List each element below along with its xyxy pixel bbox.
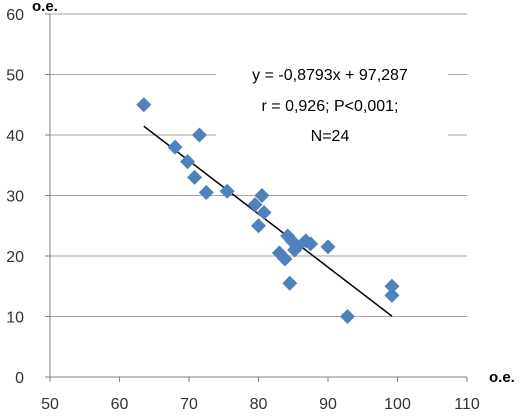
x-tick-label: 70 [180, 396, 198, 413]
axes [45, 13, 468, 382]
data-point-6 [198, 184, 214, 200]
y-tick-label: 30 [6, 189, 24, 206]
y-tick-label: 20 [6, 249, 24, 266]
data-point-15 [282, 275, 298, 291]
y-tick-label: 60 [6, 7, 24, 24]
y-axis-unit-label: о.е. [32, 0, 58, 15]
x-axis-unit-label: о.е. [489, 369, 515, 386]
sample-size: N=24 [311, 128, 350, 145]
x-tick-label: 100 [384, 396, 411, 413]
data-point-24 [289, 239, 305, 255]
data-point-9 [251, 218, 266, 234]
data-point-2 [167, 139, 183, 155]
data-point-11 [256, 204, 272, 220]
y-tick-label: 40 [6, 128, 24, 145]
data-point-13 [277, 251, 293, 267]
x-tick-label: 60 [111, 396, 129, 413]
data-points [136, 97, 400, 324]
data-point-5 [191, 127, 207, 143]
data-point-20 [320, 239, 336, 255]
x-tick-label: 50 [41, 396, 59, 413]
gridlines [50, 13, 467, 317]
trendline [143, 125, 393, 317]
trendline-layer [143, 125, 393, 317]
tick-labels: 0 10 20 30 40 50 60 50 60 70 80 90 100 110 [6, 7, 480, 413]
labels: о.е. о.е. y = -0,8793x + 97,287 r = 0,92… [32, 0, 515, 386]
annotation-box [216, 60, 448, 150]
x-tick-label: 110 [454, 396, 480, 413]
data-point-19 [303, 236, 319, 252]
y-tick-label: 0 [15, 370, 24, 387]
data-point-23 [384, 287, 400, 303]
data-point-3 [180, 154, 196, 170]
data-point-4 [187, 169, 203, 185]
data-point-22 [384, 278, 400, 294]
data-point-8 [247, 197, 263, 213]
data-point-21 [339, 309, 355, 324]
regression-equation: y = -0,8793x + 97,287 [252, 67, 408, 84]
y-tick-label: 10 [6, 310, 24, 327]
x-tick-label: 90 [319, 396, 337, 413]
data-point-1 [136, 97, 152, 113]
y-tick-label: 50 [6, 68, 24, 85]
x-tick-label: 80 [250, 396, 268, 413]
data-point-10 [254, 188, 270, 203]
data-point-7 [219, 183, 235, 199]
correlation-stats: r = 0,926; P<0,001; [262, 98, 399, 115]
